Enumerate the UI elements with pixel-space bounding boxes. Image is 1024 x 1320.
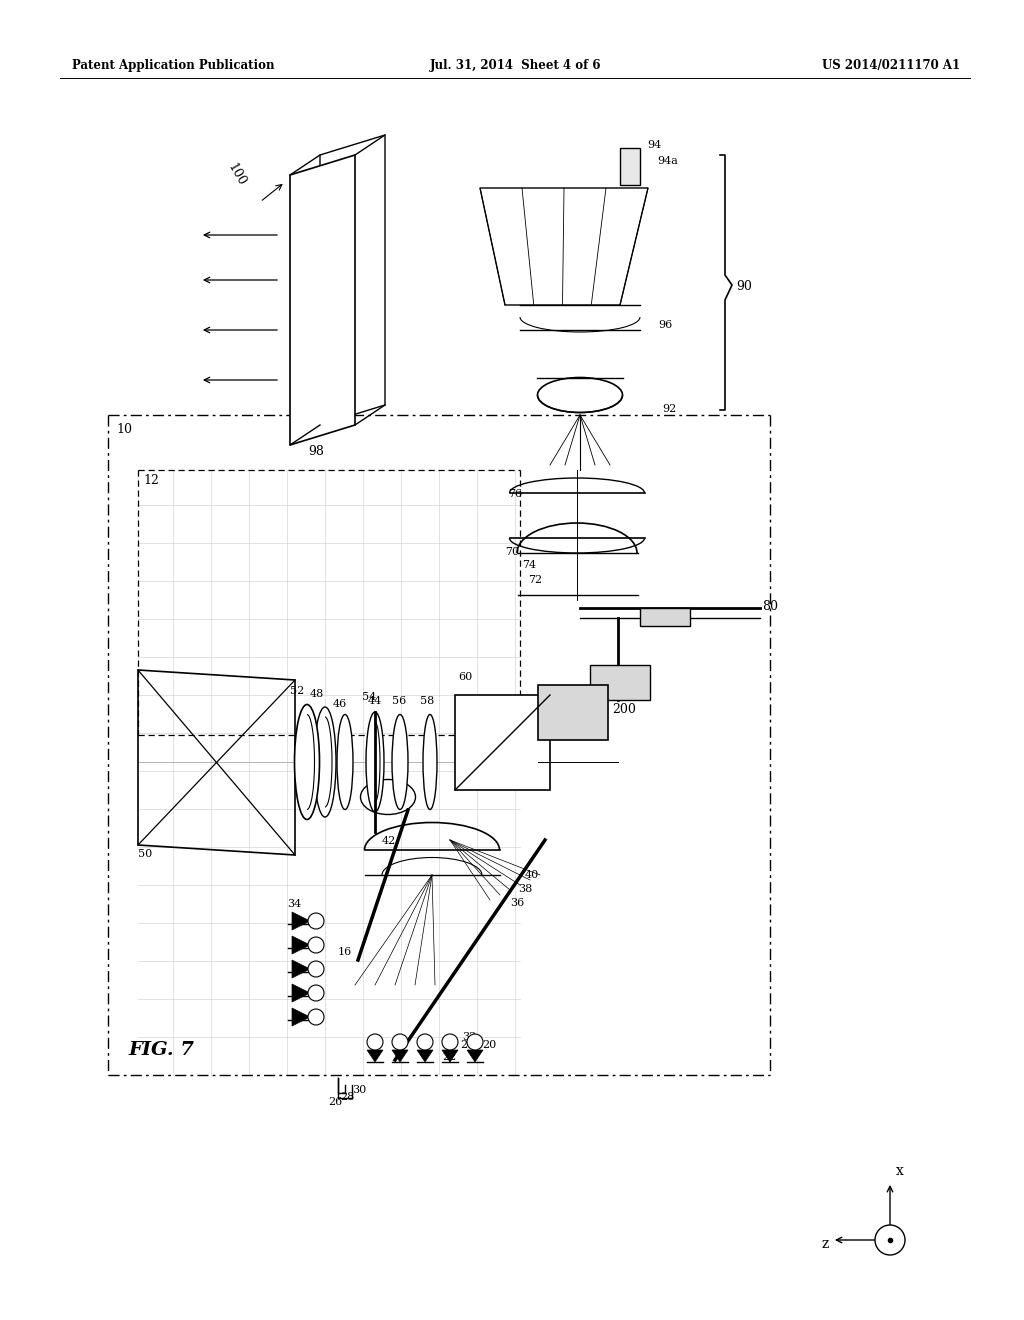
Ellipse shape bbox=[295, 705, 319, 820]
Text: 54: 54 bbox=[362, 692, 376, 702]
Circle shape bbox=[392, 1034, 408, 1049]
FancyBboxPatch shape bbox=[640, 609, 690, 626]
Ellipse shape bbox=[337, 714, 353, 809]
Circle shape bbox=[417, 1034, 433, 1049]
Ellipse shape bbox=[538, 378, 623, 412]
Polygon shape bbox=[417, 1049, 433, 1063]
Text: 60: 60 bbox=[458, 672, 472, 682]
Text: 20: 20 bbox=[482, 1040, 497, 1049]
Circle shape bbox=[308, 913, 324, 929]
Text: Patent Application Publication: Patent Application Publication bbox=[72, 59, 274, 73]
Polygon shape bbox=[292, 983, 310, 1002]
Circle shape bbox=[442, 1034, 458, 1049]
Ellipse shape bbox=[314, 708, 336, 817]
Polygon shape bbox=[392, 1049, 408, 1063]
Text: 98: 98 bbox=[308, 445, 324, 458]
FancyBboxPatch shape bbox=[590, 665, 650, 700]
Ellipse shape bbox=[366, 711, 384, 812]
Text: 80: 80 bbox=[762, 601, 778, 612]
Text: FIG. 7: FIG. 7 bbox=[128, 1041, 194, 1059]
Text: 90: 90 bbox=[736, 280, 752, 293]
Circle shape bbox=[467, 1034, 483, 1049]
Circle shape bbox=[308, 985, 324, 1001]
Ellipse shape bbox=[423, 714, 437, 809]
Text: 200: 200 bbox=[612, 704, 636, 715]
Text: 72: 72 bbox=[528, 576, 542, 585]
Polygon shape bbox=[620, 148, 640, 185]
Text: 96: 96 bbox=[658, 319, 672, 330]
Polygon shape bbox=[442, 1049, 458, 1063]
Text: z: z bbox=[822, 1237, 829, 1251]
Text: 40: 40 bbox=[525, 870, 540, 880]
Circle shape bbox=[874, 1225, 905, 1255]
FancyBboxPatch shape bbox=[538, 685, 608, 741]
Text: 24: 24 bbox=[460, 1040, 474, 1049]
Ellipse shape bbox=[392, 714, 408, 809]
FancyBboxPatch shape bbox=[455, 696, 550, 789]
Text: 50: 50 bbox=[138, 849, 153, 859]
Text: 38: 38 bbox=[518, 884, 532, 894]
Circle shape bbox=[308, 961, 324, 977]
Text: 30: 30 bbox=[352, 1085, 367, 1096]
Circle shape bbox=[308, 937, 324, 953]
Polygon shape bbox=[290, 154, 355, 445]
Polygon shape bbox=[292, 912, 310, 931]
Polygon shape bbox=[292, 960, 310, 978]
Text: 10: 10 bbox=[116, 422, 132, 436]
Text: 34: 34 bbox=[287, 899, 301, 909]
Text: 52: 52 bbox=[290, 686, 304, 696]
Polygon shape bbox=[319, 135, 385, 425]
Text: 22: 22 bbox=[442, 1052, 457, 1063]
Circle shape bbox=[308, 1008, 324, 1026]
Text: US 2014/0211170 A1: US 2014/0211170 A1 bbox=[822, 59, 961, 73]
Ellipse shape bbox=[360, 780, 416, 814]
Polygon shape bbox=[367, 1049, 383, 1063]
Text: 56: 56 bbox=[392, 696, 407, 706]
Text: 58: 58 bbox=[420, 696, 434, 706]
Text: 100: 100 bbox=[225, 161, 248, 187]
Text: 48: 48 bbox=[310, 689, 325, 700]
Circle shape bbox=[367, 1034, 383, 1049]
Text: 92: 92 bbox=[662, 404, 676, 414]
Text: 16: 16 bbox=[338, 946, 352, 957]
Text: 44: 44 bbox=[368, 696, 382, 706]
Text: 74: 74 bbox=[522, 560, 537, 570]
Text: 46: 46 bbox=[333, 700, 347, 709]
Text: Jul. 31, 2014  Sheet 4 of 6: Jul. 31, 2014 Sheet 4 of 6 bbox=[430, 59, 601, 73]
Text: 94a: 94a bbox=[657, 156, 678, 166]
Text: 12: 12 bbox=[143, 474, 159, 487]
Polygon shape bbox=[467, 1049, 483, 1063]
Text: 36: 36 bbox=[510, 898, 524, 908]
Text: 28: 28 bbox=[340, 1092, 354, 1102]
Text: 32: 32 bbox=[462, 1032, 476, 1041]
Polygon shape bbox=[292, 1008, 310, 1026]
Text: 42: 42 bbox=[382, 836, 396, 846]
Text: 76: 76 bbox=[508, 488, 522, 499]
Polygon shape bbox=[292, 936, 310, 954]
Text: 70: 70 bbox=[505, 546, 519, 557]
Text: 26: 26 bbox=[328, 1097, 342, 1107]
Text: x: x bbox=[896, 1164, 904, 1177]
Text: 94: 94 bbox=[647, 140, 662, 150]
